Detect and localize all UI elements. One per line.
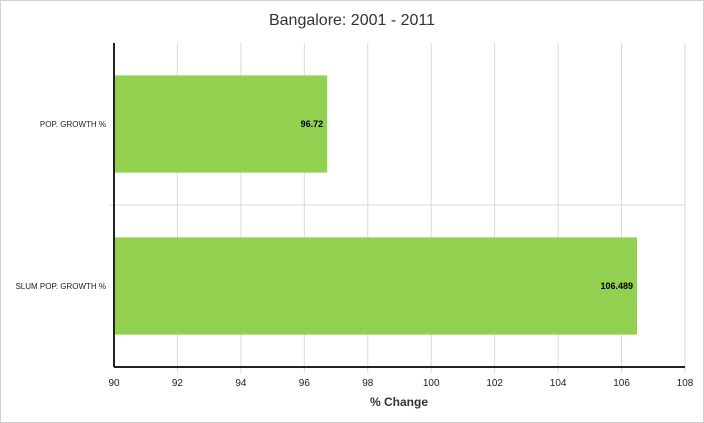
x-tick-label: 102	[486, 378, 503, 389]
x-tick-label: 100	[423, 378, 440, 389]
x-tick-label: 92	[172, 378, 184, 389]
x-tick-label: 106	[613, 378, 630, 389]
x-tick-label: 90	[108, 378, 120, 389]
axes	[113, 43, 685, 368]
data-label: 96.72	[301, 119, 324, 129]
data-label: 106.489	[601, 281, 634, 291]
x-tick-label: 94	[235, 378, 247, 389]
bar	[114, 75, 328, 173]
bar	[114, 237, 638, 335]
x-tick-label: 98	[362, 378, 374, 389]
category-label: SLUM POP. GROWTH %	[15, 282, 106, 291]
x-tick-label: 108	[677, 378, 694, 389]
x-tick-label: 104	[550, 378, 567, 389]
chart-title: Bangalore: 2001 - 2011	[269, 12, 435, 29]
category-label: POP. GROWTH %	[40, 120, 106, 129]
x-tick-label: 96	[299, 378, 311, 389]
labels: 90 92 94 96 98 100 102 104 106 108 POP. GROWTH % 96…	[15, 119, 693, 389]
bars	[114, 75, 638, 335]
x-axis-title: % Change	[370, 395, 428, 409]
